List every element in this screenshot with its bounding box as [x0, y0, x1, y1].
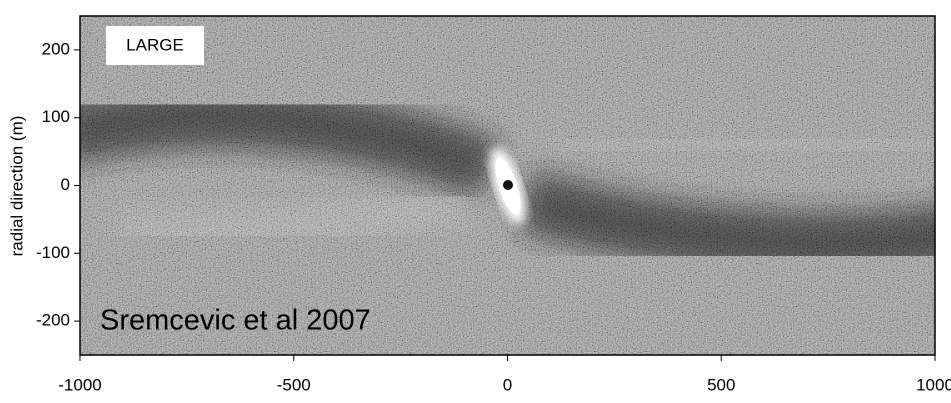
x-tick-label: -500	[277, 375, 311, 394]
x-tick-label: 500	[707, 375, 735, 394]
x-tick-label: -1000	[58, 375, 101, 394]
x-tick-label: 0	[503, 375, 512, 394]
y-axis-label: radial direction (m)	[7, 116, 26, 257]
y-tick-label: -200	[36, 311, 70, 330]
x-tick-label: 1000	[916, 375, 951, 394]
y-tick-label: -100	[36, 243, 70, 262]
panel-label: LARGE	[126, 35, 184, 54]
label-box	[106, 26, 204, 65]
y-tick-label: 100	[42, 107, 70, 126]
y-tick-label: 0	[61, 175, 70, 194]
y-tick-label: 200	[42, 39, 70, 58]
annotation: Sremcevic et al 2007	[100, 305, 371, 337]
density-image	[80, 16, 935, 355]
